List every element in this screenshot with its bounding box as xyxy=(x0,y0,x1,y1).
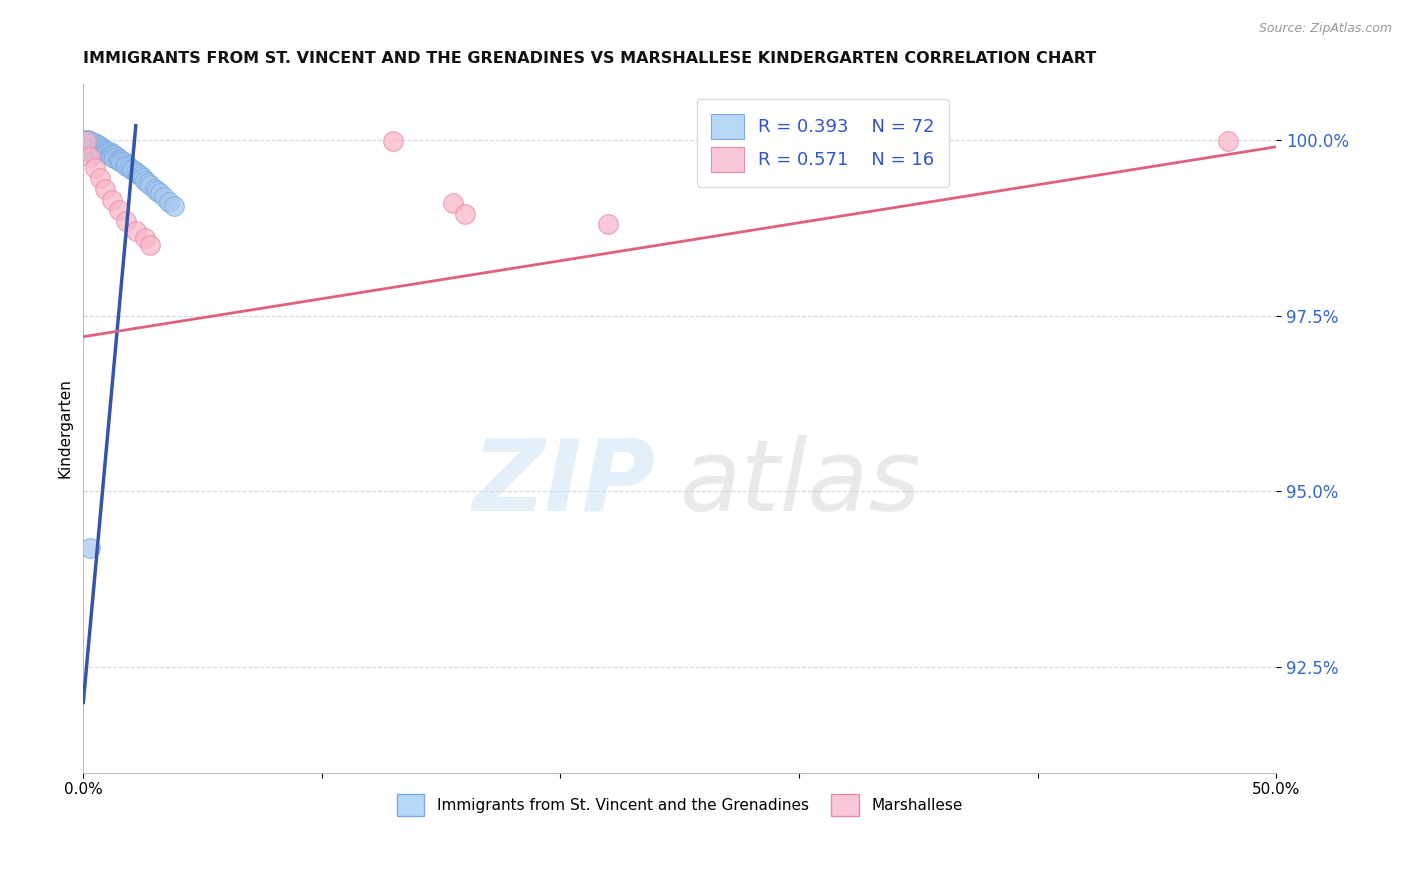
Point xyxy=(108,203,131,218)
Point xyxy=(110,155,132,169)
Point xyxy=(89,144,111,158)
Point xyxy=(94,145,117,159)
Point xyxy=(75,134,97,148)
Point xyxy=(86,137,108,152)
Point xyxy=(103,151,125,165)
Point xyxy=(143,182,166,196)
Point xyxy=(77,138,100,153)
Point xyxy=(136,176,159,190)
Point xyxy=(117,160,139,174)
Point xyxy=(96,144,118,158)
Point xyxy=(105,150,128,164)
Point xyxy=(79,150,101,164)
Point xyxy=(77,136,100,151)
Point xyxy=(115,213,138,227)
Point xyxy=(441,196,464,211)
Point xyxy=(108,152,131,166)
Point xyxy=(77,145,100,159)
Point xyxy=(101,146,124,161)
Point xyxy=(139,238,162,252)
Point xyxy=(86,143,108,157)
Point xyxy=(1218,134,1240,148)
Point xyxy=(127,167,149,181)
Point xyxy=(139,178,162,192)
Point xyxy=(91,144,114,158)
Point xyxy=(77,134,100,148)
Text: ZIP: ZIP xyxy=(472,434,655,532)
Point xyxy=(101,193,124,207)
Point xyxy=(79,134,101,148)
Point xyxy=(98,147,121,161)
Point xyxy=(84,144,107,158)
Point xyxy=(79,144,101,158)
Point xyxy=(153,190,176,204)
Point xyxy=(120,161,142,176)
Point xyxy=(108,153,131,168)
Point xyxy=(103,148,125,162)
Legend: Immigrants from St. Vincent and the Grenadines, Marshallese: Immigrants from St. Vincent and the Gren… xyxy=(389,787,970,823)
Point xyxy=(122,163,145,178)
Point xyxy=(82,137,104,152)
Point xyxy=(101,150,124,164)
Text: Source: ZipAtlas.com: Source: ZipAtlas.com xyxy=(1258,22,1392,36)
Point xyxy=(89,171,111,186)
Point xyxy=(149,186,172,201)
Point xyxy=(82,144,104,158)
Point xyxy=(112,154,135,169)
Point xyxy=(84,161,107,175)
Point xyxy=(86,145,108,160)
Point xyxy=(84,141,107,155)
Point xyxy=(82,140,104,154)
Point xyxy=(454,206,477,220)
Point xyxy=(79,541,101,555)
Point xyxy=(77,133,100,147)
Point xyxy=(146,184,169,198)
Point xyxy=(134,231,156,245)
Point xyxy=(94,143,117,157)
Point xyxy=(129,169,152,184)
Point xyxy=(134,173,156,187)
Point xyxy=(382,134,405,148)
Point xyxy=(125,165,148,179)
Point xyxy=(86,140,108,154)
Point xyxy=(163,199,186,213)
Point xyxy=(110,153,132,168)
Point xyxy=(79,141,101,155)
Point xyxy=(91,140,114,154)
Point xyxy=(96,146,118,161)
Point xyxy=(82,136,104,150)
Point xyxy=(79,136,101,151)
Point xyxy=(89,139,111,153)
Point xyxy=(132,171,155,186)
Point xyxy=(125,224,148,238)
Point xyxy=(77,143,100,157)
Point xyxy=(598,217,620,231)
Y-axis label: Kindergarten: Kindergarten xyxy=(58,378,72,478)
Point xyxy=(75,136,97,150)
Point xyxy=(84,136,107,151)
Point xyxy=(79,138,101,153)
Point xyxy=(98,145,121,160)
Text: IMMIGRANTS FROM ST. VINCENT AND THE GRENADINES VS MARSHALLESE KINDERGARTEN CORRE: IMMIGRANTS FROM ST. VINCENT AND THE GREN… xyxy=(83,51,1097,66)
Point xyxy=(115,157,138,171)
Point xyxy=(79,145,101,160)
Point xyxy=(75,140,97,154)
Point xyxy=(157,194,180,209)
Point xyxy=(115,159,138,173)
Point xyxy=(89,141,111,155)
Point xyxy=(82,142,104,156)
Point xyxy=(75,134,97,148)
Point xyxy=(84,139,107,153)
Point xyxy=(91,145,114,160)
Point xyxy=(75,137,97,152)
Point xyxy=(94,182,117,196)
Point xyxy=(75,133,97,147)
Text: atlas: atlas xyxy=(679,434,921,532)
Point xyxy=(77,140,100,154)
